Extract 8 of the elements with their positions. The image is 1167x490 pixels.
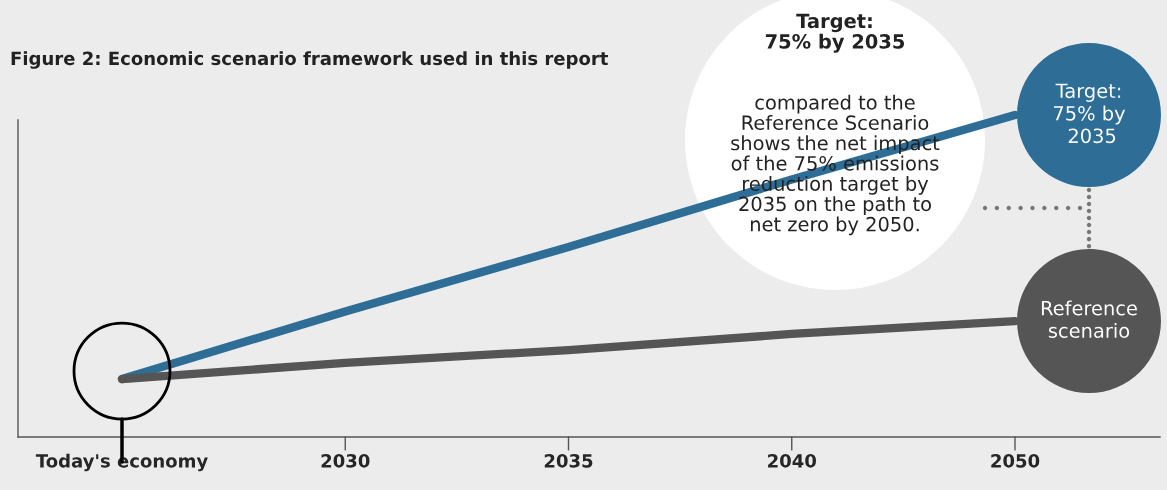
- x-tick-label: 2050: [991, 453, 1040, 468]
- series-label: Reference scenario: [1041, 300, 1137, 338]
- x-tick-label: 2040: [768, 453, 817, 468]
- x-tick-label: 2035: [544, 453, 593, 468]
- chart-title: Figure 2: Economic scenario framework used in this report: [11, 51, 608, 69]
- text: Target: 75% by 2035: [1053, 83, 1126, 144]
- x-tick-label: 2030: [321, 453, 370, 468]
- x-tick-label: Today's economy: [35, 453, 208, 472]
